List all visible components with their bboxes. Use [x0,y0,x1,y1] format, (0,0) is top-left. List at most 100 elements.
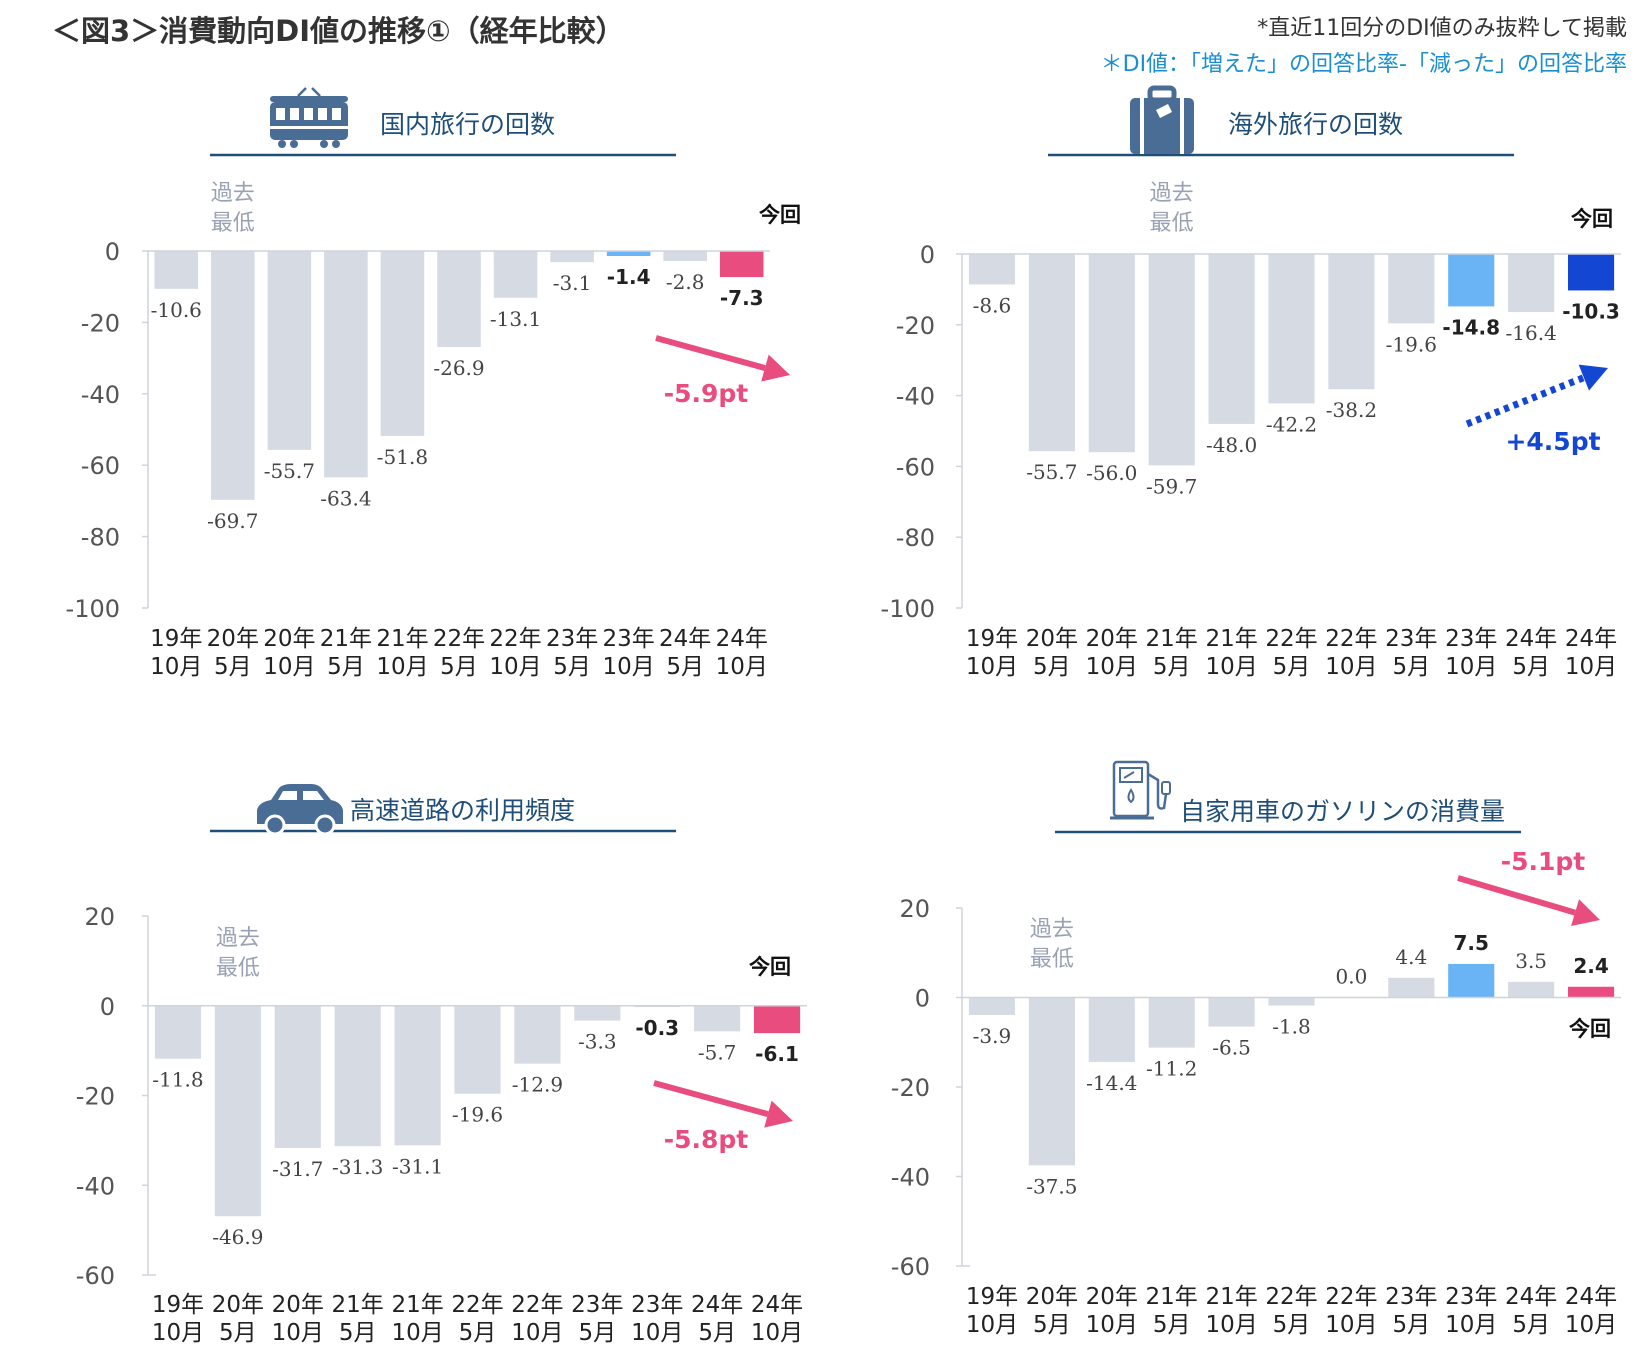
x-tick-label-month: 5月 [1512,1312,1550,1338]
x-tick-label-month: 5月 [1273,654,1311,680]
x-tick-label-year: 22年 [1265,626,1317,652]
x-tick-label-month: 5月 [1512,654,1550,680]
y-tick-label: 20 [84,903,115,931]
y-tick-label: -60 [896,453,935,481]
x-tick-label-month: 5月 [698,1320,736,1346]
x-tick-label-month: 5月 [1273,1312,1311,1338]
x-tick-label-year: 23年 [1385,1284,1437,1310]
x-tick-label-year: 20年 [1026,626,1078,652]
x-tick-label-month: 10月 [966,654,1018,680]
x-tick-label-year: 24年 [1565,1284,1617,1310]
y-tick-label: -20 [891,1074,930,1102]
y-tick-label: -40 [891,1164,930,1192]
x-tick-label-month: 10月 [150,654,202,680]
data-label: -8.6 [973,293,1012,317]
x-tick-label-month: 5月 [553,654,591,680]
x-tick-label-year: 24年 [751,1292,803,1318]
x-tick-label-year: 24年 [659,626,711,652]
bar-23年5月 [550,251,594,263]
x-tick-label-month: 5月 [1153,654,1191,680]
data-label: -31.7 [272,1157,323,1181]
bar-19年10月 [968,254,1016,285]
bar-21年5月 [1148,997,1195,1048]
y-tick-label: -40 [896,383,935,411]
footnote-di-definition: ＊DI値：「増えた」の回答比率-「減った」の回答比率 [1100,52,1627,77]
x-tick-label-month: 10月 [391,1320,443,1346]
x-tick-label-month: 10月 [1086,654,1138,680]
x-tick-label-year: 21年 [1205,1284,1257,1310]
x-tick-label-month: 5月 [1392,654,1430,680]
x-tick-label-month: 5月 [578,1320,616,1346]
bar-20年5月 [211,251,255,500]
bar-24年10月 [753,1005,801,1034]
data-label: -56.0 [1086,461,1137,485]
bar-21年5月 [334,1005,381,1147]
x-tick-label-year: 19年 [966,626,1018,652]
chart-panel-2: 海外旅行の回数0-20-40-60-80-100-8.619年10月-55.72… [881,85,1621,680]
x-tick-label-year: 23年 [1385,626,1437,652]
x-tick-label-year: 23年 [1445,626,1497,652]
bar-21年10月 [1208,254,1255,424]
x-tick-label-month: 10月 [1565,654,1617,680]
x-tick-label-year: 19年 [966,1284,1018,1310]
delta-label: -5.8pt [664,1125,749,1154]
data-label: -14.4 [1086,1071,1137,1095]
data-label: 2.4 [1573,954,1608,978]
x-tick-label-year: 21年 [332,1292,384,1318]
bar-22年5月 [1268,997,1315,1006]
data-label: -7.3 [720,286,764,310]
x-tick-label-year: 21年 [320,626,372,652]
y-tick-label: -80 [81,524,120,552]
x-tick-label-year: 24年 [1505,626,1557,652]
data-label: -31.1 [392,1154,443,1178]
train-icon [270,87,348,148]
x-tick-label-month: 10月 [1325,654,1377,680]
x-tick-label-year: 21年 [1146,626,1198,652]
data-label: -11.2 [1146,1057,1197,1081]
x-tick-label-month: 5月 [1392,1312,1430,1338]
data-label: -11.8 [152,1068,203,1092]
data-label: -46.9 [212,1225,263,1249]
bar-23年5月 [574,1005,621,1021]
y-tick-label: -20 [81,309,120,337]
x-tick-label-year: 24年 [1505,1284,1557,1310]
data-label: -3.9 [973,1024,1012,1048]
bar-24年5月 [663,251,707,261]
data-label: -1.8 [1272,1015,1311,1039]
data-label: -69.7 [207,509,258,533]
x-tick-label-year: 24年 [716,626,768,652]
x-tick-label-month: 10月 [631,1320,683,1346]
current-label: 今回 [749,955,791,979]
x-tick-label-month: 5月 [666,654,704,680]
data-label: -59.7 [1146,474,1197,498]
x-tick-label-year: 24年 [1565,626,1617,652]
gas-pump-icon [1110,760,1171,820]
delta-arrow-head [1578,364,1608,391]
annotation-record-low: 最低 [1150,211,1194,236]
data-label: -51.8 [377,445,428,469]
bar-21年10月 [1208,997,1255,1027]
data-label: -6.5 [1212,1036,1251,1060]
data-label: 0.0 [1336,965,1368,989]
bar-24年5月 [1508,981,1555,998]
bar-24年5月 [694,1005,741,1032]
suitcase-icon [1130,85,1194,154]
data-label: -48.0 [1206,433,1257,457]
x-tick-label-month: 10月 [272,1320,324,1346]
delta-arrow-line [655,335,766,371]
x-tick-label-month: 5月 [219,1320,257,1346]
y-tick-label: -20 [76,1083,115,1111]
bar-22年10月 [1328,254,1375,390]
y-tick-label: 0 [915,985,930,1013]
x-tick-label-year: 22年 [1325,626,1377,652]
x-tick-label-month: 10月 [1205,654,1257,680]
data-label: 4.4 [1395,945,1427,969]
car-icon [257,784,343,836]
y-tick-label: 0 [100,993,115,1021]
x-tick-label-year: 21年 [391,1292,443,1318]
x-tick-label-year: 20年 [1086,1284,1138,1310]
delta-label: -5.1pt [1501,847,1586,876]
annotation-record-low: 最低 [216,956,260,981]
bar-24年10月 [719,251,764,278]
x-tick-label-year: 23年 [602,626,654,652]
